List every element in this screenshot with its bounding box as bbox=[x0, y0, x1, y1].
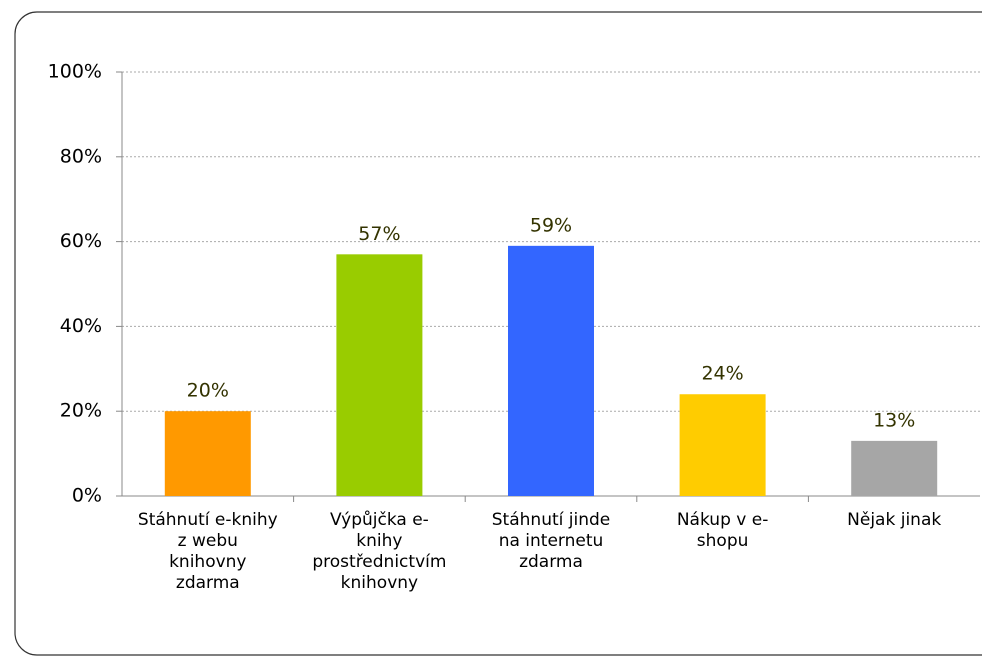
x-tick-label: Stáhnutí jinde na internetu zdarma bbox=[491, 510, 611, 572]
value-label: 59% bbox=[530, 214, 572, 236]
value-label: 13% bbox=[873, 409, 915, 431]
x-tick-label: Výpůjčka e-knihy prostřednictvím knihovn… bbox=[312, 510, 447, 593]
bar bbox=[336, 254, 423, 496]
bar bbox=[851, 440, 938, 496]
bar bbox=[508, 245, 594, 496]
value-label: 57% bbox=[358, 223, 400, 245]
value-label: 24% bbox=[701, 363, 743, 385]
frame bbox=[14, 11, 982, 656]
y-tick-label: 100% bbox=[48, 61, 102, 83]
bar bbox=[164, 411, 251, 496]
x-tick-label: Nákup v e-shopu bbox=[676, 510, 769, 551]
y-tick-label: 0% bbox=[72, 485, 102, 507]
y-tick-label: 60% bbox=[60, 230, 102, 252]
y-tick-label: 20% bbox=[60, 400, 102, 422]
value-label: 20% bbox=[187, 380, 229, 402]
y-tick-label: 40% bbox=[60, 315, 102, 337]
y-tick-label: 80% bbox=[60, 145, 102, 167]
x-tick-label: Nějak jinak bbox=[847, 510, 942, 530]
x-tick-label: Stáhnutí e-knihy z webu knihovny zdarma bbox=[137, 510, 278, 593]
bar bbox=[679, 394, 766, 496]
